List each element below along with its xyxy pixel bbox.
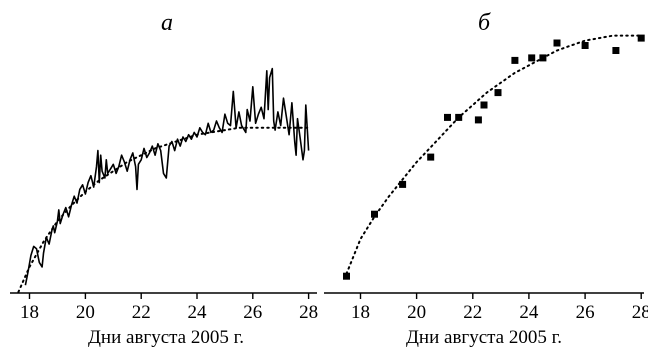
panel-b-data-point [581,42,589,49]
panel-a-plot-area [17,67,310,293]
panel-a-x-tick-label: 26 [243,302,262,323]
panel-a-x-ticks: 18 20 22 24 26 28 [20,293,318,323]
panel-b-data-point [371,210,378,218]
panel-b-x-tick-label: 18 [351,302,370,323]
chart-panel-b: б 18 20 22 24 26 28 Дни августа 2005 г. [324,10,648,348]
panel-a-fit-curve [17,126,310,293]
panel-b-data-point [444,113,451,121]
panel-b-data-point [343,272,350,280]
panel-b-data-point [480,101,488,109]
panel-a-x-tick-label: 24 [188,302,208,323]
panel-label-a: а [161,10,173,36]
panel-a-x-tick-label: 20 [76,302,95,323]
panel-b-data-point [637,34,645,42]
panel-a-data-line [24,67,310,286]
panel-a-x-tick-label: 22 [132,302,151,323]
panel-a-x-tick-label: 28 [299,302,318,323]
panel-b-x-axis-label: Дни августа 2005 г. [406,327,562,348]
panel-b-data-point [612,47,620,54]
panel-b-data-point [511,56,519,64]
panel-b-fit-curve [345,34,643,275]
panel-b-data-point [427,153,435,161]
panel-b-x-tick-label: 22 [463,302,482,323]
panel-b-data-point [494,89,502,97]
panel-b-x-tick-label: 28 [632,302,648,323]
panel-label-b: б [478,10,491,36]
panel-b-plot-area [343,34,645,280]
panel-a-x-axis-label: Дни августа 2005 г. [88,327,244,348]
panel-b-data-point [399,180,407,188]
panel-b-x-tick-label: 26 [576,302,595,323]
panel-b-x-ticks: 18 20 22 24 26 28 [351,293,648,323]
panel-b-x-tick-label: 24 [519,302,539,323]
panel-b-data-point [474,116,482,124]
panel-b-x-tick-label: 20 [407,302,426,323]
panel-a-x-tick-label: 18 [20,302,39,323]
panel-b-data-point [528,54,536,62]
chart-panel-a: а 18 20 22 24 26 28 Дни августа 2005 г. [10,10,318,348]
panel-b-data-point [553,39,561,47]
